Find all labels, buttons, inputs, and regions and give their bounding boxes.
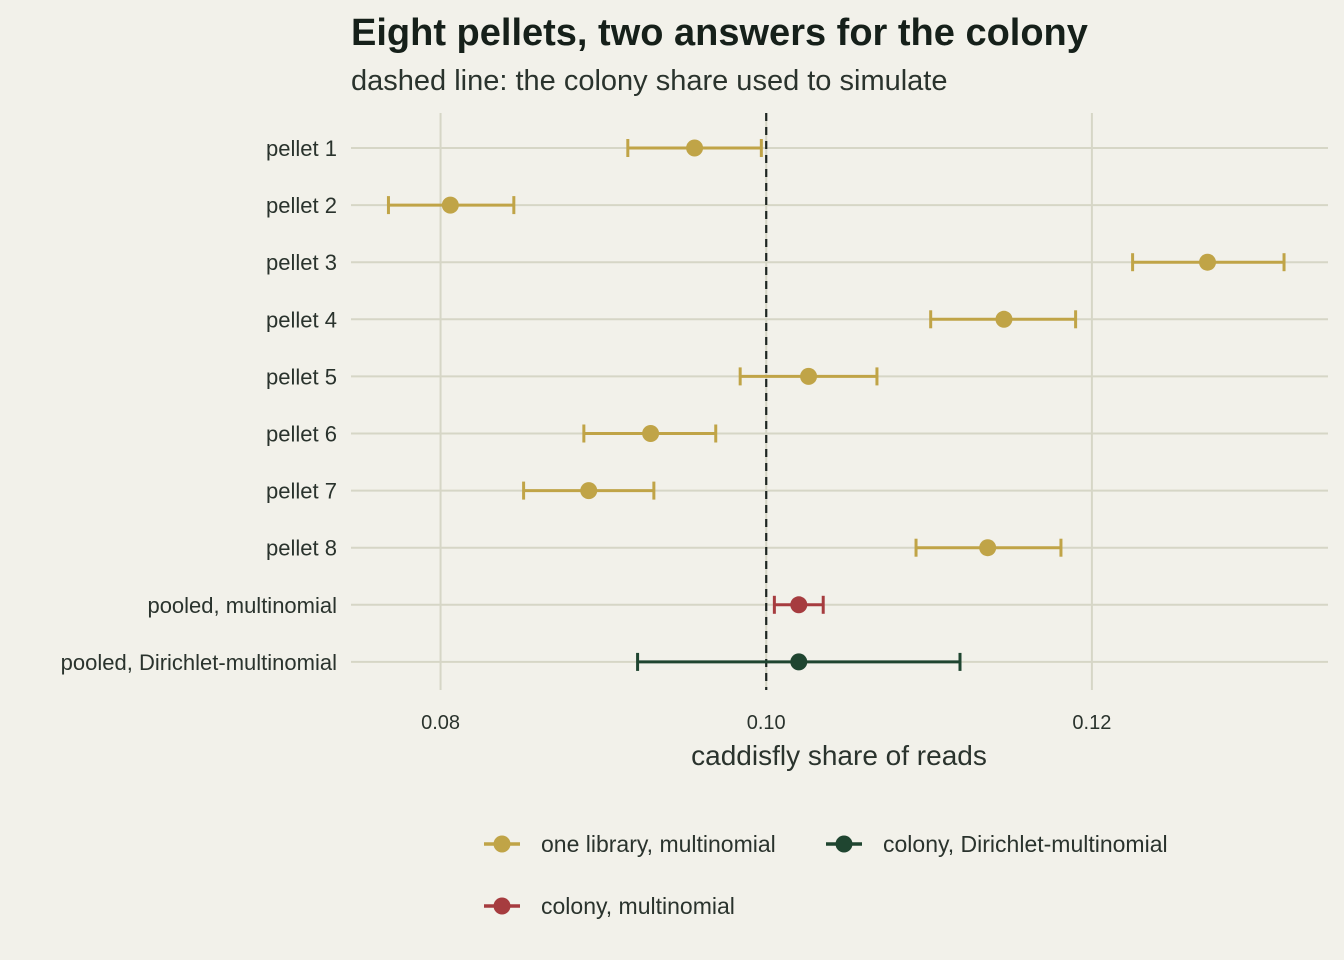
legend-item: one library, multinomial: [484, 831, 776, 857]
point-estimate: [441, 196, 459, 214]
point-estimate: [800, 367, 818, 385]
point-estimate: [642, 425, 660, 442]
x-tick-label: 0.12: [1072, 712, 1111, 734]
y-tick-label: pooled, multinomial: [147, 593, 337, 618]
interval-1: [626, 139, 763, 157]
legend-label: one library, multinomial: [541, 831, 776, 857]
y-tick-label: pellet 5: [266, 364, 337, 389]
y-tick-label: pellet 2: [266, 193, 337, 218]
legend-item: colony, multinomial: [484, 893, 735, 919]
point-estimate: [995, 310, 1013, 328]
y-tick-label: pellet 4: [266, 307, 337, 332]
chart-subtitle: dashed line: the colony share used to si…: [351, 65, 947, 97]
interval-7: [522, 481, 656, 500]
interval-9: [772, 595, 825, 614]
x-tick-label: 0.10: [747, 712, 786, 734]
interval-3: [1131, 253, 1286, 272]
interval-2: [386, 196, 516, 215]
chart-title: Eight pellets, two answers for the colon…: [351, 12, 1088, 54]
point-estimate: [790, 653, 808, 671]
y-tick-label: pellet 1: [266, 136, 337, 161]
point-estimate: [790, 596, 808, 614]
interval-4: [929, 310, 1078, 329]
legend-label: colony, multinomial: [541, 893, 735, 919]
legend-key-point: [493, 835, 511, 853]
y-tick-label: pellet 6: [266, 422, 337, 447]
legend-label: colony, Dirichlet-multinomial: [883, 831, 1168, 857]
point-estimate: [1199, 253, 1217, 271]
y-tick-label: pellet 7: [266, 479, 337, 504]
interval-5: [738, 367, 879, 386]
x-tick-label: 0.08: [421, 712, 460, 734]
legend: one library, multinomial colony, Dirichle…: [484, 831, 1168, 919]
x-axis-title: caddisfly share of reads: [691, 740, 987, 771]
plot-area: 0.08 0.10 0.12 pellet 1 pellet 2 pellet 3 pell…: [61, 113, 1328, 734]
legend-item: colony, Dirichlet-multinomial: [826, 831, 1168, 857]
point-estimate: [979, 539, 997, 557]
interval-10: [636, 652, 962, 671]
interval-8: [914, 538, 1063, 557]
y-tick-label: pellet 8: [266, 536, 337, 561]
legend-key-point: [835, 835, 853, 853]
y-tick-label: pooled, Dirichlet-multinomial: [61, 650, 337, 675]
point-estimate: [686, 139, 704, 157]
y-tick-label: pellet 3: [266, 250, 337, 275]
interval-6: [582, 424, 718, 443]
point-estimate: [580, 482, 598, 500]
legend-key-point: [493, 897, 511, 915]
